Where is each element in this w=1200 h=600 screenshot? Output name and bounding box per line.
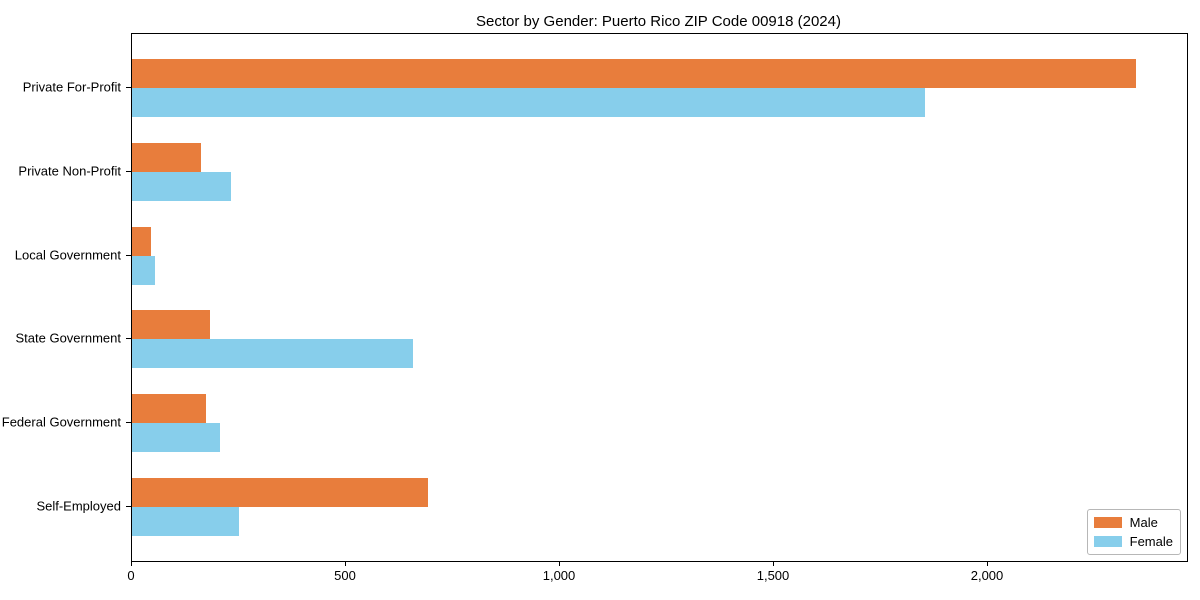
bar-male — [132, 310, 210, 339]
bar-female — [132, 172, 231, 201]
y-tick-mark — [126, 506, 131, 507]
y-tick-label: Private Non-Profit — [18, 163, 121, 179]
x-tick-label: 2,000 — [970, 568, 1004, 583]
y-tick-mark — [126, 171, 131, 172]
bar-female — [132, 339, 413, 368]
x-tick-label: 500 — [334, 568, 356, 583]
y-tick-label: Self-Employed — [36, 498, 121, 514]
bar-female — [132, 88, 925, 117]
legend-label: Female — [1129, 534, 1173, 549]
y-tick-label: Local Government — [14, 247, 121, 263]
legend: Male Female — [1086, 509, 1181, 555]
bar-female — [132, 256, 155, 285]
legend-entry: Female — [1093, 534, 1173, 549]
legend-entry: Male — [1093, 515, 1173, 530]
bar-female — [132, 507, 239, 536]
plot-area: Male Female — [131, 33, 1188, 562]
y-tick-label: Private For-Profit — [22, 79, 121, 95]
bar-male — [132, 478, 428, 507]
y-tick-mark — [126, 338, 131, 339]
y-tick-mark — [126, 255, 131, 256]
y-tick-mark — [126, 87, 131, 88]
x-tick-mark — [131, 561, 132, 566]
chart-title: Sector by Gender: Puerto Rico ZIP Code 0… — [476, 13, 841, 30]
legend-label: Male — [1129, 515, 1158, 530]
x-tick-label: 1,000 — [542, 568, 576, 583]
x-axis: 0 500 1,000 1,500 2,000 — [127, 561, 1186, 591]
bar-male — [132, 59, 1136, 88]
bar-male — [132, 394, 206, 423]
x-tick-mark — [345, 561, 346, 566]
legend-swatch-male — [1093, 517, 1122, 528]
x-tick-mark — [559, 561, 560, 566]
y-tick-label: State Government — [15, 330, 122, 346]
bar-male — [132, 143, 201, 172]
x-tick-label: 0 — [127, 568, 135, 583]
y-axis: Private For-Profit Private Non-Profit Loca… — [0, 33, 131, 560]
y-tick-label: Federal Government — [1, 414, 121, 430]
y-tick-mark — [126, 422, 131, 423]
x-tick-label: 1,500 — [756, 568, 790, 583]
x-tick-mark — [773, 561, 774, 566]
x-tick-mark — [987, 561, 988, 566]
legend-swatch-female — [1093, 536, 1122, 547]
bar-male — [132, 227, 151, 256]
bar-female — [132, 423, 220, 452]
